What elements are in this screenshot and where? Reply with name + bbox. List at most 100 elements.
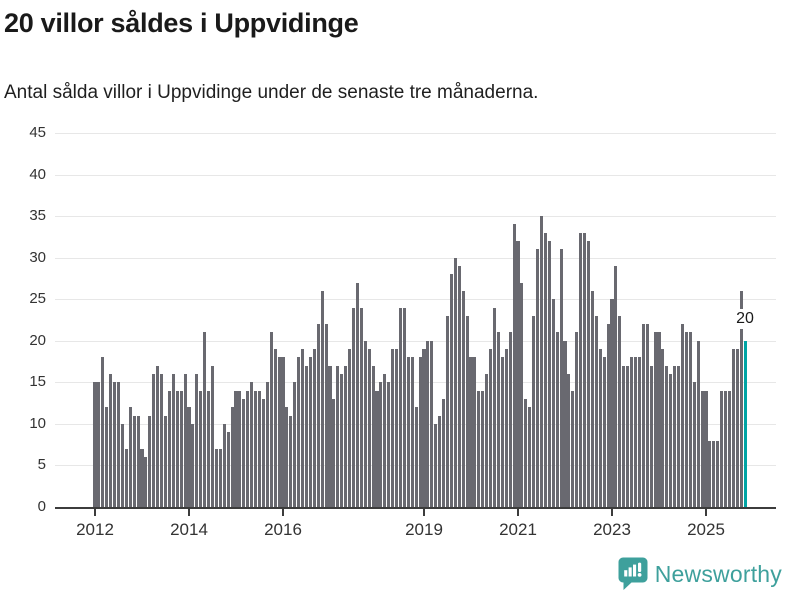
bar xyxy=(120,423,124,507)
bar xyxy=(116,382,121,507)
bar xyxy=(500,357,504,507)
x-axis-tick-label: 2021 xyxy=(499,520,537,539)
bar xyxy=(720,390,724,507)
bar xyxy=(132,415,136,507)
bar xyxy=(171,374,175,507)
bar xyxy=(449,274,453,507)
newsworthy-logo-text: Newsworthy xyxy=(654,560,782,587)
bar xyxy=(332,398,336,507)
bar xyxy=(395,349,399,507)
bar xyxy=(692,382,696,507)
bar xyxy=(199,390,203,507)
bar xyxy=(297,357,301,507)
x-axis-tick xyxy=(705,509,707,516)
bar xyxy=(665,365,669,507)
bar xyxy=(430,340,434,507)
bar xyxy=(649,365,653,507)
bar xyxy=(277,357,281,507)
bar xyxy=(602,357,606,507)
bar xyxy=(183,374,187,507)
bar xyxy=(238,390,242,507)
bar xyxy=(496,332,500,507)
bar xyxy=(579,232,583,507)
bar xyxy=(265,382,269,507)
bar xyxy=(359,307,363,507)
bar xyxy=(363,340,367,507)
value-annotation: 20 xyxy=(733,308,757,329)
bar xyxy=(222,423,226,507)
x-axis-tick xyxy=(611,509,613,516)
gridline-y40 xyxy=(55,174,776,176)
bar xyxy=(312,349,316,507)
bar xyxy=(101,357,105,507)
bar xyxy=(93,382,97,507)
x-axis-tick-label: 2016 xyxy=(264,520,302,539)
y-axis-tick-label: 25 xyxy=(29,290,46,308)
bar xyxy=(559,249,563,507)
bar xyxy=(445,315,450,507)
bar xyxy=(257,390,262,507)
bar xyxy=(418,357,422,507)
bar xyxy=(160,374,164,507)
bar xyxy=(739,290,743,507)
bar xyxy=(344,365,348,507)
bar xyxy=(269,332,273,507)
bar xyxy=(614,265,618,507)
bar xyxy=(289,415,293,507)
bar xyxy=(156,365,160,507)
bar xyxy=(320,290,324,507)
bar xyxy=(113,382,117,507)
bar xyxy=(124,448,128,507)
bar xyxy=(575,332,579,507)
bar xyxy=(308,357,312,507)
bar xyxy=(254,390,258,507)
bar xyxy=(704,390,708,507)
bar xyxy=(179,390,183,507)
bar xyxy=(622,365,626,507)
x-axis-line xyxy=(55,507,776,509)
bar xyxy=(234,390,238,507)
bar xyxy=(250,382,254,507)
bar xyxy=(148,415,152,507)
bar xyxy=(461,290,465,507)
bar xyxy=(633,357,638,507)
bar xyxy=(355,282,359,507)
y-axis-tick-label: 20 xyxy=(29,331,46,349)
x-axis-tick xyxy=(94,509,96,516)
bar xyxy=(144,457,148,507)
bar xyxy=(246,390,250,507)
y-axis-tick-label: 40 xyxy=(29,165,46,183)
bar xyxy=(348,349,352,507)
newsworthy-logo-icon xyxy=(618,557,648,591)
bar xyxy=(590,290,594,507)
bar xyxy=(551,299,555,507)
bar xyxy=(598,349,602,507)
bar xyxy=(489,349,493,507)
bar xyxy=(191,423,195,507)
bar xyxy=(712,440,716,507)
bar xyxy=(563,340,567,507)
bar xyxy=(708,440,712,507)
bar xyxy=(716,440,720,507)
bar xyxy=(481,390,485,507)
bar xyxy=(414,407,418,507)
bar xyxy=(453,257,457,507)
bar xyxy=(473,357,477,507)
bar-chart: 0 5 10 15 20 25 30 35 40 45 2012 2014 2016 2019 2021 20… xyxy=(29,124,776,539)
y-axis-tick-label: 5 xyxy=(37,456,46,474)
gridline-y35 xyxy=(55,216,776,218)
x-axis-tick-label: 2023 xyxy=(593,520,631,539)
bar xyxy=(543,232,547,507)
gridline-y15 xyxy=(55,382,776,384)
bar xyxy=(105,407,109,507)
bar xyxy=(504,349,508,507)
bar xyxy=(645,324,649,507)
x-axis-tick-label: 2012 xyxy=(76,520,114,539)
bar xyxy=(547,241,551,507)
bar xyxy=(152,374,156,507)
x-axis-tick-label: 2014 xyxy=(170,520,208,539)
bar xyxy=(567,374,571,507)
y-axis-tick-label: 35 xyxy=(29,207,46,225)
bar xyxy=(688,332,692,507)
newsworthy-logo: Newsworthy xyxy=(618,556,782,592)
